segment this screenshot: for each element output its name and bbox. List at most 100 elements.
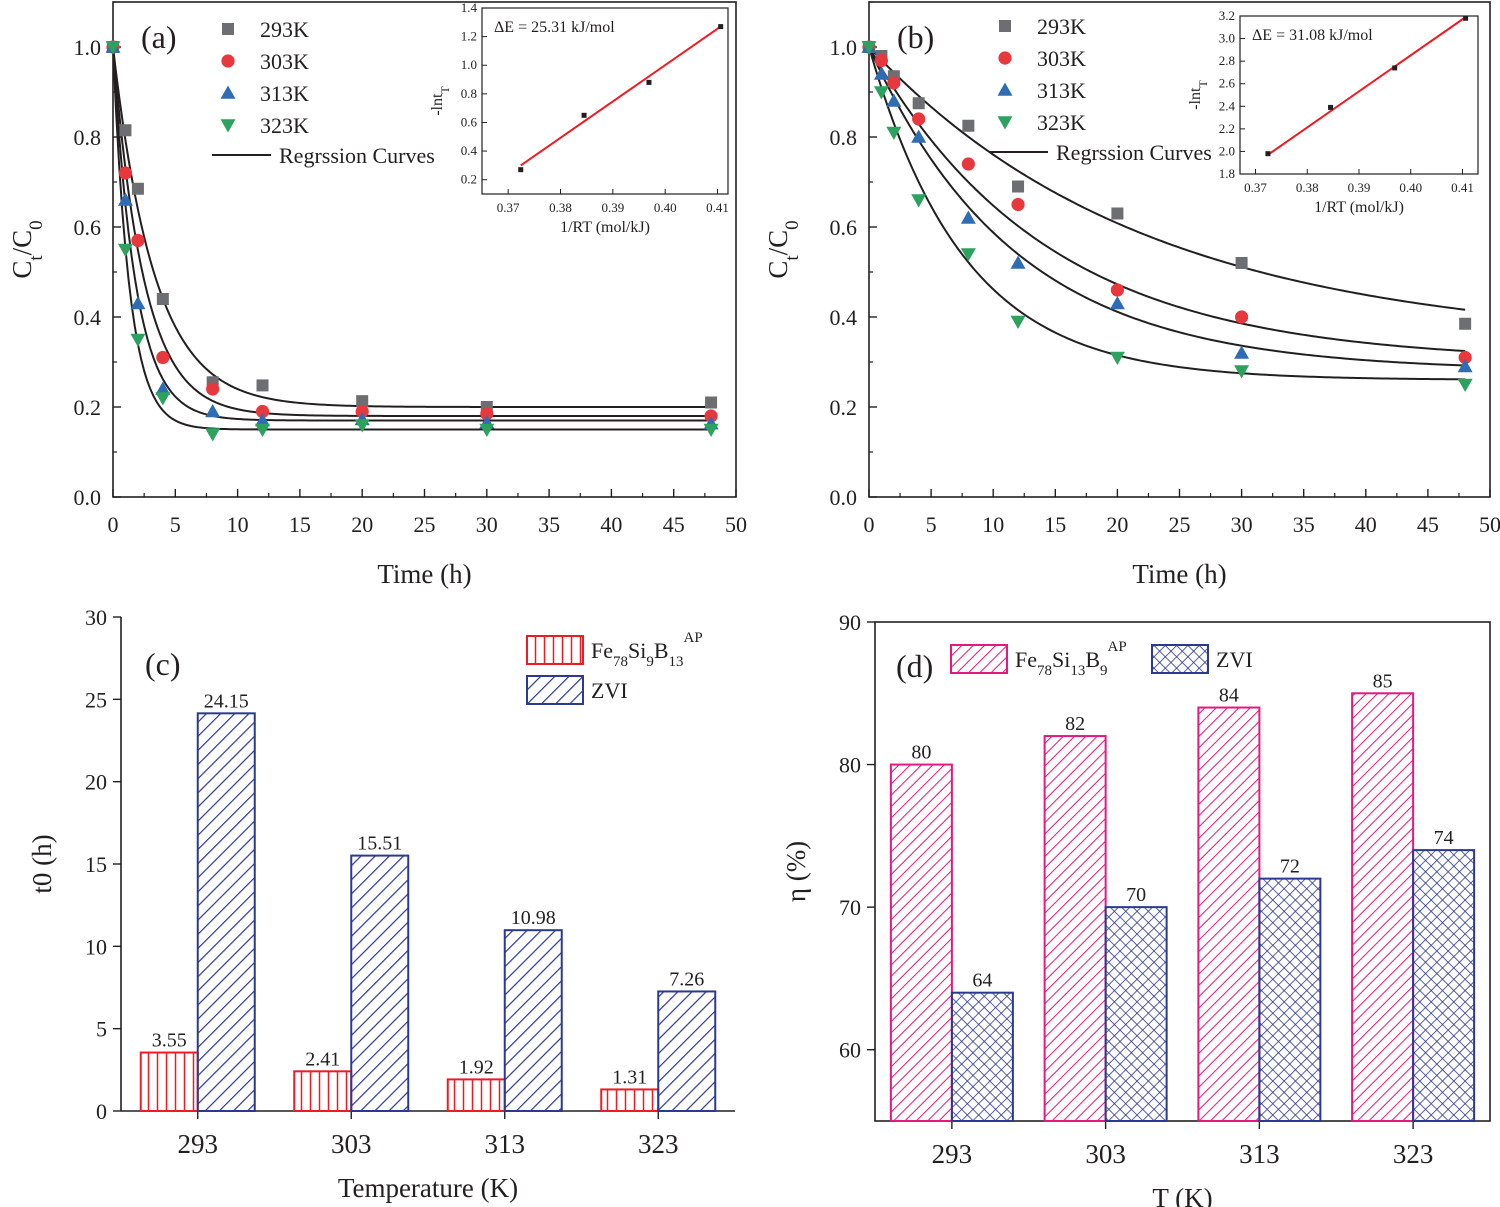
x-tick-label: 25 (1169, 512, 1191, 537)
panel-b: 0 5 10 15 20 25 30 35 40 45 50 0.0 0.2 0.4 0.6 0.8 1.0 Ti… (763, 1, 1500, 589)
y-tick-label: 80 (839, 753, 861, 778)
inset-y-tick-label: 0.8 (461, 86, 477, 101)
inset-y-tick-label: 2.6 (1219, 76, 1236, 91)
data-point-293K (1012, 180, 1025, 193)
data-point-323K (886, 126, 902, 140)
y-tick-label: 0.8 (74, 125, 102, 150)
inset-fit-line (520, 25, 722, 167)
plot-frame (874, 621, 1491, 1122)
y-axis-label: Ct/C0 (763, 220, 803, 278)
bar-ZVI (196, 712, 256, 1113)
x-tick-label: 303 (331, 1129, 372, 1159)
data-point-313K (155, 381, 171, 395)
y-axis-label-part: C (763, 261, 793, 279)
legend-swatch-Fe78Si9B13AP (526, 635, 584, 665)
legend-label: 293K (1037, 14, 1086, 39)
data-point-303K (704, 409, 718, 423)
legend-label: 313K (1037, 78, 1086, 103)
x-tick-label: 25 (414, 512, 436, 537)
legend-label-part: B (1085, 647, 1100, 672)
data-point-313K (1457, 359, 1473, 373)
data-point-303K (480, 407, 494, 421)
x-tick-label: 45 (1417, 512, 1439, 537)
legend-marker-293K (222, 23, 234, 35)
legend-marker-313K (220, 85, 236, 99)
legend-label-part: B (654, 638, 669, 663)
data-point-313K (1010, 255, 1026, 269)
legend-label-sup: AP (1108, 639, 1127, 655)
data-point-323K (960, 248, 976, 262)
x-tick-label: 0 (108, 512, 119, 537)
data-point-293K (156, 293, 169, 305)
y-axis-label-sub: t (26, 255, 47, 261)
legend-label: Regrssion Curves (279, 143, 435, 168)
data-point-323K (130, 333, 146, 347)
data-point-303K (1110, 283, 1124, 297)
inset-y-axis-label-sub: T (438, 86, 452, 94)
y-tick-label: 0.2 (830, 395, 858, 420)
panel-label: (c) (145, 646, 181, 682)
legend-label-sub: 13 (1070, 663, 1085, 679)
data-point-323K (873, 86, 889, 100)
data-point-313K (1234, 345, 1250, 359)
bar-ZVI (503, 929, 563, 1112)
panel-label: (d) (896, 648, 933, 684)
data-point-293K (1235, 257, 1248, 269)
panel-d: 60 70 80 90 293 80 64 303 82 70 313 84 72 323 85 74 T (K… (781, 610, 1491, 1207)
y-tick-label: 1.0 (830, 35, 858, 60)
legend-label-part: Si (628, 638, 646, 663)
x-tick-label: 323 (638, 1129, 679, 1159)
y-axis-label-part: /C (763, 230, 793, 256)
inset-data-point (581, 112, 587, 118)
y-axis-label-part: C (7, 261, 37, 279)
y-tick-label: 90 (839, 610, 861, 635)
data-point-303K (912, 112, 926, 126)
bar-value-label: 2.41 (305, 1048, 340, 1070)
data-point-293K (1459, 317, 1472, 330)
legend-marker-303K (221, 54, 235, 68)
y-axis-label-sub: t (782, 255, 803, 261)
data-point-303K (1458, 350, 1472, 365)
inset-y-tick-label: 1.2 (461, 29, 477, 44)
data-point-313K (255, 413, 271, 427)
data-point-303K (118, 166, 133, 180)
regression-curve-293K (112, 46, 712, 408)
data-point-303K (255, 404, 270, 419)
data-point-303K (961, 157, 975, 171)
legend-label: 303K (260, 49, 309, 74)
bar-value-label: 3.55 (152, 1030, 187, 1052)
data-point-293K (131, 182, 144, 195)
x-tick-label: 20 (351, 512, 373, 537)
data-point-313K (873, 66, 889, 80)
inset-x-axis-label: 1/RT (mol/kJ) (1314, 199, 1404, 216)
data-point-323K (117, 243, 133, 257)
data-point-303K (1011, 197, 1025, 212)
inset-x-tick-label: 0.41 (706, 200, 729, 215)
inset-y-tick-label: 2.2 (1219, 121, 1235, 136)
bar-value-label: 15.51 (357, 833, 402, 855)
inset-data-point (518, 167, 524, 173)
data-point-323K (1457, 378, 1473, 392)
y-axis-label: η (%) (781, 841, 811, 902)
inset-y-tick-label: 0.4 (461, 143, 478, 158)
inset-annotation: ΔE = 31.08 kJ/mol (1252, 27, 1373, 44)
x-tick-label: 35 (1293, 512, 1315, 537)
data-point-323K (911, 194, 927, 208)
data-point-313K (130, 296, 146, 310)
legend-label: 323K (1037, 110, 1086, 135)
bar-Fe78Si9B13AP (293, 1070, 353, 1112)
panel-c: 0 5 10 15 20 25 30 293 3.55 24.15 303 2.41 15.51 313 1… (27, 605, 735, 1203)
bar-Fe78Si13B9AP (1197, 706, 1261, 1122)
y-axis-label-part: /C (7, 230, 37, 256)
inset-data-point (1328, 104, 1334, 110)
data-point-323K (155, 392, 171, 406)
x-tick-label: 50 (725, 512, 747, 537)
inset-x-tick-label: 0.38 (1296, 180, 1319, 195)
inset-y-axis-label-main: -lnt (1187, 87, 1204, 110)
x-tick-label: 10 (227, 512, 249, 537)
data-point-323K (105, 41, 121, 55)
legend-marker-313K (997, 82, 1013, 96)
bar-ZVI (1258, 877, 1322, 1123)
y-tick-label: 10 (85, 934, 107, 959)
x-axis-label: Time (h) (377, 559, 471, 589)
